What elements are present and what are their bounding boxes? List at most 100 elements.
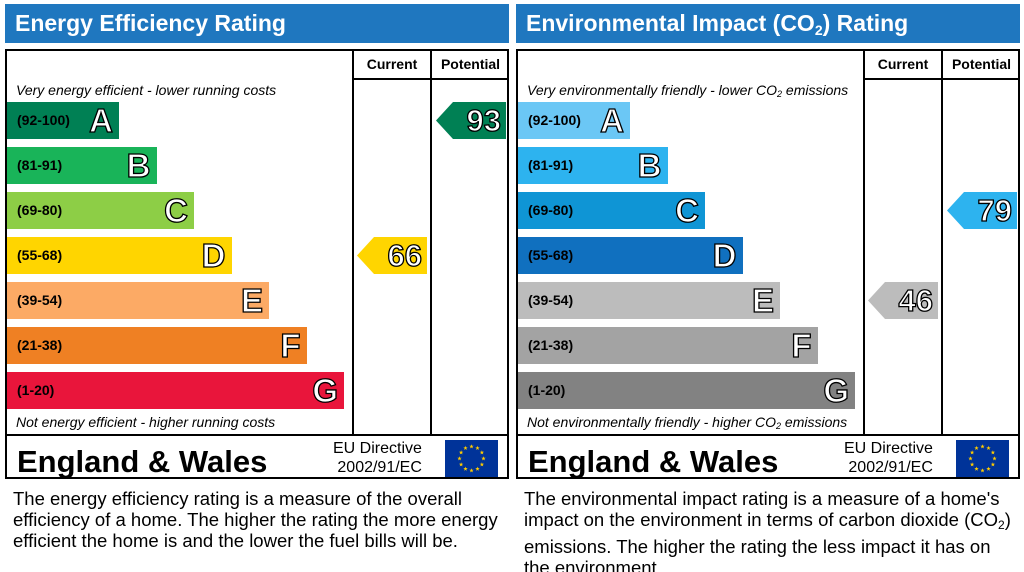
column-header-current: Current (877, 56, 929, 72)
potential-rating-value: 93 (466, 102, 502, 138)
footer-divider (7, 434, 507, 436)
band-letter: C (164, 191, 189, 229)
flag-star (479, 462, 485, 467)
country-label: England & Wales (528, 444, 779, 479)
country-label: England & Wales (17, 444, 268, 479)
band-range-label: (1-20) (528, 382, 566, 398)
title-subscript: 2 (814, 22, 823, 38)
band-range-label: (55-68) (528, 247, 574, 263)
band-b: (81-91) B (518, 146, 668, 185)
environmental-rating-chart: Current Potential Very environmentally f… (516, 49, 1020, 479)
arrow-shape (868, 282, 938, 319)
band-d: (55-68) D (7, 236, 232, 275)
divider-potential (941, 51, 943, 434)
title-text-a: Environmental Impact (CO (526, 10, 815, 36)
band-g: (1-20) G (518, 371, 855, 410)
current-rating-value: 46 (898, 282, 934, 318)
bottom-note-text-a: Not environmentally friendly - higher CO (527, 414, 776, 430)
current-rating-value: 66 (387, 237, 423, 273)
bottom-note-text-b: emissions (781, 414, 848, 430)
environmental-rating-title: Environmental Impact (CO2) Rating (516, 4, 1020, 43)
band-letter: B (126, 146, 151, 184)
band-range-label: (1-20) (17, 382, 55, 398)
flag-star (980, 468, 985, 473)
eu-directive: EU Directive 2002/91/EC (333, 439, 422, 477)
band-letter: G (823, 371, 850, 409)
arrow-shape (436, 102, 506, 139)
band-letter: D (201, 236, 226, 274)
band-letter: G (312, 371, 339, 409)
band-e: (39-54) E (7, 281, 269, 320)
top-note-subscript: 2 (777, 89, 783, 99)
band-b: (81-91) B (7, 146, 157, 185)
band-range-label: (21-38) (17, 337, 63, 353)
flag-star (990, 462, 996, 467)
arrow-polygon (357, 237, 427, 274)
flag-star (986, 445, 991, 450)
flag-star (469, 444, 474, 449)
flag-star (980, 444, 985, 449)
arrow-shape (357, 237, 427, 274)
flag-star (458, 462, 464, 467)
caption-subscript: 2 (998, 518, 1005, 532)
arrow-polygon (436, 102, 506, 139)
band-g: (1-20) G (7, 371, 344, 410)
eu-directive: EU Directive 2002/91/EC (844, 439, 933, 477)
band-letter: B (637, 146, 662, 184)
band-letter: E (240, 281, 263, 319)
eu-flag-icon (956, 440, 1009, 477)
directive-line2: 2002/91/EC (848, 459, 933, 476)
caption-text-b: ) emissions. The higher the rating the l… (524, 509, 1011, 572)
band-a: (92-100) A (7, 101, 119, 140)
divider-current (352, 51, 354, 434)
divider-potential (430, 51, 432, 434)
current-rating-arrow: 66 (357, 237, 427, 274)
title-text-b: ) Rating (822, 10, 909, 36)
arrow-polygon (868, 282, 938, 319)
band-range-label: (39-54) (17, 292, 63, 308)
flag-star (463, 466, 468, 471)
bottom-note: Not environmentally friendly - higher CO… (527, 414, 847, 431)
flag-star (969, 462, 975, 467)
potential-rating-arrow: 79 (947, 192, 1017, 229)
top-note: Very environmentally friendly - lower CO… (527, 82, 848, 99)
band-a: (92-100) A (518, 101, 630, 140)
band-letter: C (675, 191, 700, 229)
energy-caption: The energy efficiency rating is a measur… (13, 488, 498, 551)
arrow-shape (947, 192, 1017, 229)
band-range-label: (81-91) (17, 157, 63, 173)
flag-star (968, 456, 973, 461)
band-letter: D (712, 236, 737, 274)
band-letter: A (600, 101, 625, 139)
header-divider (352, 78, 509, 80)
energy-rating-panel: Energy Efficiency Rating Current Potenti… (5, 4, 509, 572)
header-divider (863, 78, 1020, 80)
environmental-caption: The environmental impact rating is a mea… (524, 488, 1016, 572)
band-d: (55-68) D (518, 236, 743, 275)
band-range-label: (69-80) (528, 202, 574, 218)
band-range-label: (92-100) (528, 112, 581, 128)
flag-star (469, 468, 474, 473)
band-e: (39-54) E (518, 281, 780, 320)
environmental-rating-panel: Environmental Impact (CO2) Rating Curren… (516, 4, 1020, 572)
flag-star (463, 445, 468, 450)
flag-star (986, 466, 991, 471)
band-range-label: (21-38) (528, 337, 574, 353)
flag-star (990, 450, 996, 455)
band-f: (21-38) F (518, 326, 818, 365)
flag-star (475, 445, 480, 450)
top-note-text-b: emissions (782, 82, 849, 98)
flag-star (974, 445, 979, 450)
current-rating-arrow: 46 (868, 282, 938, 319)
column-header-current: Current (366, 56, 418, 72)
directive-line1: EU Directive (333, 440, 422, 457)
band-c: (69-80) C (518, 191, 705, 230)
band-c: (69-80) C (7, 191, 194, 230)
band-range-label: (81-91) (528, 157, 574, 173)
flag-star (458, 450, 464, 455)
arrow-polygon (947, 192, 1017, 229)
potential-rating-arrow: 93 (436, 102, 506, 139)
energy-rating-chart: Current Potential Very energy efficient … (5, 49, 509, 479)
band-letter: E (751, 281, 774, 319)
flag-star (974, 466, 979, 471)
